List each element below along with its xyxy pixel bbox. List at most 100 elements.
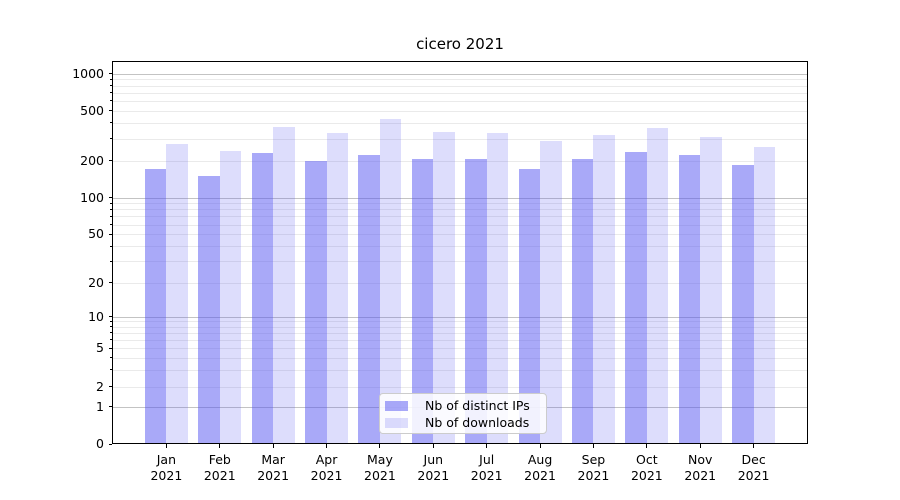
gridline-major-1000 [113,73,807,75]
gridline-minor-600 [113,100,807,102]
x-tick-year: 2021 [364,467,396,483]
x-tick-feb [219,444,221,448]
y-minortick-3 [110,369,112,371]
x-tick-month: May [367,452,393,467]
x-tick-dec [753,444,755,448]
x-tick-month: Aug [527,452,553,467]
y-tick-label-10: 10 [88,308,104,324]
y-tick-label-100: 100 [80,189,104,205]
x-tick-label-jul: Jul 2021 [457,452,517,483]
legend-entry-distinct-ips: Nb of distinct IPs [385,397,541,414]
y-tick-label-1000: 1000 [72,65,104,81]
y-minortick-2 [110,386,112,388]
y-minortick-9 [110,320,112,322]
x-tick-year: 2021 [524,467,556,483]
legend-entry-downloads: Nb of downloads [385,414,541,431]
gridline-minor-700 [113,92,807,94]
x-tick-month: Oct [636,452,658,467]
bar-distinct-ips-jul [465,159,487,443]
bar-distinct-ips-oct [625,152,647,443]
y-minortick-90 [110,202,112,204]
gridline-minor-90 [113,203,807,205]
y-minortick-200 [110,160,112,161]
bar-distinct-ips-sep [571,159,594,443]
x-tick-oct [646,444,648,448]
x-tick-month: Nov [688,452,713,467]
x-tick-month: Apr [315,452,338,467]
y-minortick-40 [110,245,112,247]
bar-downloads-jul [486,133,509,443]
bar-downloads-may [379,119,402,443]
y-tick-label-200: 200 [80,152,104,168]
bar-downloads-jun [433,132,455,443]
y-minortick-20 [110,282,112,284]
bar-distinct-ips-feb [198,175,220,443]
x-tick-year: 2021 [470,467,503,483]
x-tick-year: 2021 [577,467,610,483]
bar-downloads-nov [700,137,722,443]
legend-swatch-downloads [385,417,408,428]
legend-swatch-distinct-ips [385,400,408,411]
gridline-minor-20 [113,282,807,284]
x-tick-nov [699,444,701,448]
y-tick-10 [108,316,112,317]
bar-distinct-ips-nov [678,154,701,443]
y-minortick-7 [110,332,112,334]
x-tick-year: 2021 [203,467,236,483]
x-tick-aug [539,444,541,448]
gridline-minor-200 [113,160,807,162]
legend-label-downloads: Nb of downloads [425,414,530,430]
y-tick-0 [108,443,112,445]
gridline-minor-7 [113,332,807,334]
gridline-minor-80 [113,209,807,211]
bar-downloads-jan [166,144,188,443]
bar-distinct-ips-jun [411,159,434,443]
y-minortick-800 [110,85,112,86]
bar-downloads-feb [219,151,242,443]
x-tick-year: 2021 [684,467,717,483]
gridline-minor-3 [113,369,807,371]
gridline-minor-8 [113,326,807,328]
x-tick-jan [165,444,167,448]
gridline-minor-2 [113,386,807,388]
y-minortick-60 [110,224,112,226]
x-tick-month: Jun [423,452,444,467]
x-tick-label-jan: Jan 2021 [136,452,196,483]
gridline-minor-4 [113,357,807,359]
y-tick-label-1: 1 [96,398,104,414]
bar-downloads-sep [593,134,615,443]
bar-distinct-ips-jan [144,168,167,443]
x-tick-label-dec: Dec 2021 [724,452,784,483]
y-tick-1000 [108,73,112,74]
gridline-minor-40 [113,246,807,248]
y-tick-label-5: 5 [96,340,104,356]
bar-downloads-apr [326,132,349,443]
y-minortick-8 [110,326,112,328]
x-tick-month: Feb [208,452,231,467]
y-minortick-500 [110,110,112,112]
gridline-minor-60 [113,224,807,226]
x-tick-month: Jul [479,452,495,467]
x-tick-year: 2021 [257,467,290,483]
x-tick-label-oct: Oct 2021 [617,452,677,483]
x-tick-label-nov: Nov 2021 [670,452,730,483]
x-tick-month: Mar [261,452,285,467]
gridline-minor-900 [113,79,807,81]
y-minortick-30 [110,260,112,262]
x-tick-label-aug: Aug 2021 [510,452,570,483]
y-minortick-900 [110,78,112,80]
y-tick-label-2: 2 [96,378,104,394]
y-tick-label-500: 500 [80,102,104,118]
bar-distinct-ips-dec [732,164,754,443]
legend-label-distinct-ips: Nb of distinct IPs [425,397,530,413]
x-tick-label-feb: Feb 2021 [190,452,250,483]
y-tick-label-50: 50 [88,226,104,242]
bar-downloads-oct [646,128,669,443]
gridline-minor-50 [113,234,807,236]
y-minortick-70 [110,215,112,217]
x-tick-jul [486,444,488,448]
y-minortick-50 [110,233,112,235]
gridline-minor-500 [113,110,807,112]
gridline-major-100 [113,197,807,199]
